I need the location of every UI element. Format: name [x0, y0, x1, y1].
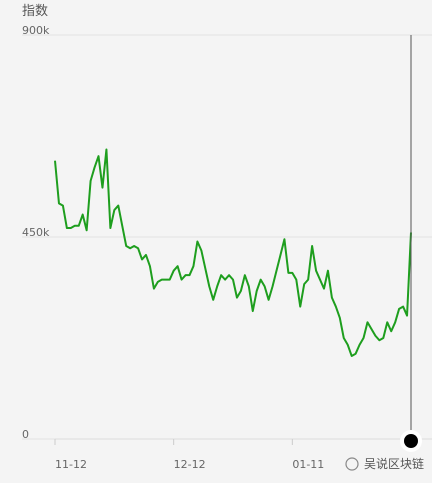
watermark-icon [345, 457, 359, 471]
watermark-text: 吴说区块链 [364, 456, 424, 471]
x-tick-label: 01-11 [292, 458, 324, 471]
y-tick-label: 900k [22, 24, 50, 37]
x-tick-label: 11-12 [55, 458, 87, 471]
series-line [54, 148, 412, 357]
y-tick-label: 0 [22, 428, 29, 441]
watermark: 吴说区块链 [345, 456, 424, 471]
y-axis-label: 指数 [22, 4, 48, 19]
x-tick-label: 12-12 [174, 458, 206, 471]
y-tick-label: 450k [22, 226, 50, 239]
cursor-dot [404, 434, 418, 448]
